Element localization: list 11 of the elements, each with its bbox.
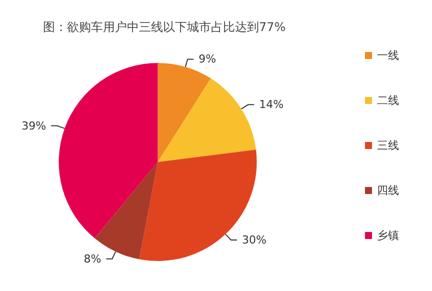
data-label: 8%: [84, 252, 102, 266]
chart-title: 图：欲购车用户中三线以下城市占比达到77%: [43, 20, 286, 34]
data-label: 9%: [198, 52, 216, 66]
legend-label: 二线: [377, 94, 399, 107]
legend-label: 四线: [377, 184, 399, 197]
data-label: 14%: [259, 98, 284, 112]
legend-label: 一线: [377, 49, 399, 62]
legend-label: 三线: [377, 139, 399, 152]
data-label: 30%: [242, 234, 266, 246]
data-label: 39%: [22, 119, 46, 132]
legend-label: 乡镇: [377, 229, 399, 242]
